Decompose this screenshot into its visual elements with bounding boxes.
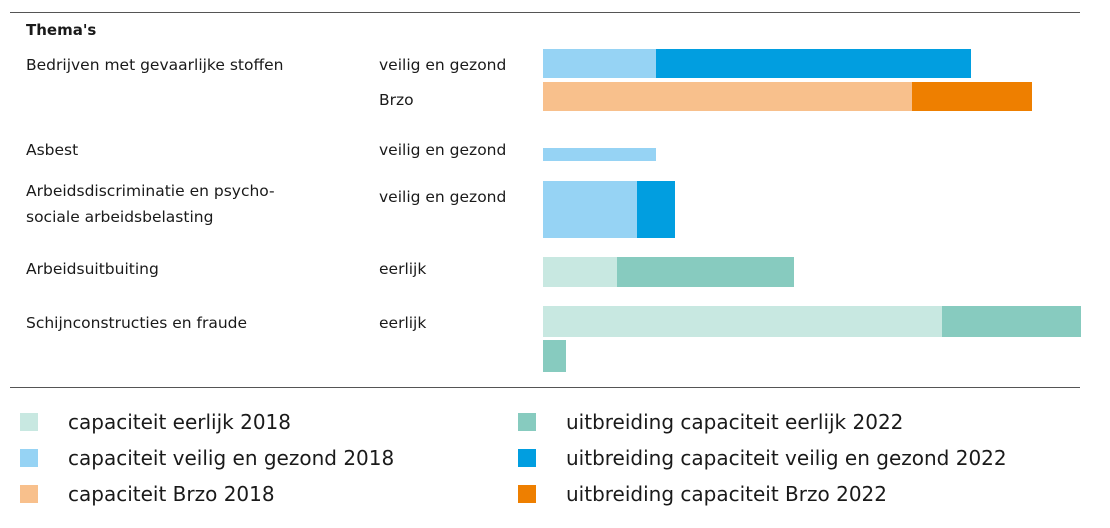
theme-label: Bedrijven met gevaarlijke stoffen	[26, 56, 284, 74]
bar-segment-1-1	[912, 82, 1032, 111]
bar-segment-3-1	[637, 181, 675, 238]
legend-label: uitbreiding capaciteit veilig en gezond …	[566, 446, 1007, 470]
bottom-rule	[10, 387, 1080, 388]
legend-swatch	[20, 449, 38, 467]
theme-label: Arbeidsdiscriminatie en psycho-sociale a…	[26, 182, 275, 226]
legend-label: uitbreiding capaciteit eerlijk 2022	[566, 410, 904, 434]
legend-swatch	[518, 413, 536, 431]
legend-swatch	[20, 413, 38, 431]
category-label: veilig en gezond	[379, 141, 507, 159]
theme-label: Arbeidsuitbuiting	[26, 260, 159, 278]
bar-segment-1-0	[543, 82, 912, 111]
bar-area	[543, 49, 1081, 372]
theme-label: Asbest	[26, 141, 79, 159]
category-label: Brzo	[379, 91, 414, 109]
legend-label: uitbreiding capaciteit Brzo 2022	[566, 482, 887, 506]
bar-segment-5-0	[543, 306, 942, 337]
legend-swatch	[20, 485, 38, 503]
legend-swatch	[518, 449, 536, 467]
category-label: eerlijk	[379, 260, 427, 278]
category-label: eerlijk	[379, 314, 427, 332]
bar-segment-4-0	[543, 257, 617, 287]
bar-segment-5-1	[942, 306, 1081, 337]
legend-label: capaciteit eerlijk 2018	[68, 410, 291, 434]
legend-label: capaciteit Brzo 2018	[68, 482, 275, 506]
category-label: veilig en gezond	[379, 188, 507, 206]
legend-swatch	[518, 485, 536, 503]
theme-label: Schijnconstructies en fraude	[26, 314, 248, 332]
category-label: veilig en gezond	[379, 56, 507, 74]
bar-segment-0-1	[656, 49, 971, 78]
bar-segment-3-0	[543, 181, 637, 238]
bar-segment-6-0	[543, 340, 566, 372]
bar-segment-2-0	[543, 148, 656, 161]
top-rule	[10, 12, 1080, 13]
bar-segment-0-0	[543, 49, 656, 78]
chart-heading: Thema's	[26, 21, 97, 39]
bar-segment-4-1	[617, 257, 794, 287]
legend-label: capaciteit veilig en gezond 2018	[68, 446, 395, 470]
